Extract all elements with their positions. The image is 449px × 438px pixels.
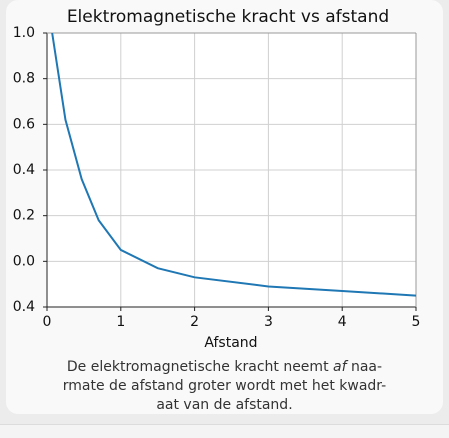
y-tick-label: 0.4 [13,162,35,178]
data-line [51,32,417,297]
x-axis-label: Afstand [204,335,257,351]
x-tick-label: 0 [43,314,52,330]
x-tick-label: 3 [264,314,273,330]
y-tick-label: 1.0 [13,25,35,41]
x-tick-label: 1 [116,314,125,330]
bottom-bar [0,424,449,438]
caption-text: naa- [346,359,383,375]
y-tick-label: 0.6 [13,116,35,132]
x-tick-label: 4 [338,314,347,330]
caption-line: De elektromagnetische kracht neemt af na… [20,358,429,377]
x-tick-label: 2 [190,314,199,330]
y-tick-label: 0.0 [13,253,35,269]
caption: De elektromagnetische kracht neemt af na… [20,358,429,415]
chart-title: Elektromagnetische kracht vs afstand [67,7,389,27]
caption-emphasis: af [333,359,347,375]
y-tick-label: 0.4 [13,299,35,315]
caption-text: De elektromagnetische kracht neemt [66,359,334,375]
caption-line: aat van de afstand. [156,397,293,413]
y-tick-label: 0.8 [13,71,35,87]
y-tick-label: 0.2 [13,208,35,224]
caption-line: rmate de afstand groter wordt met het kw… [62,378,387,394]
x-tick-label: 5 [412,314,421,330]
